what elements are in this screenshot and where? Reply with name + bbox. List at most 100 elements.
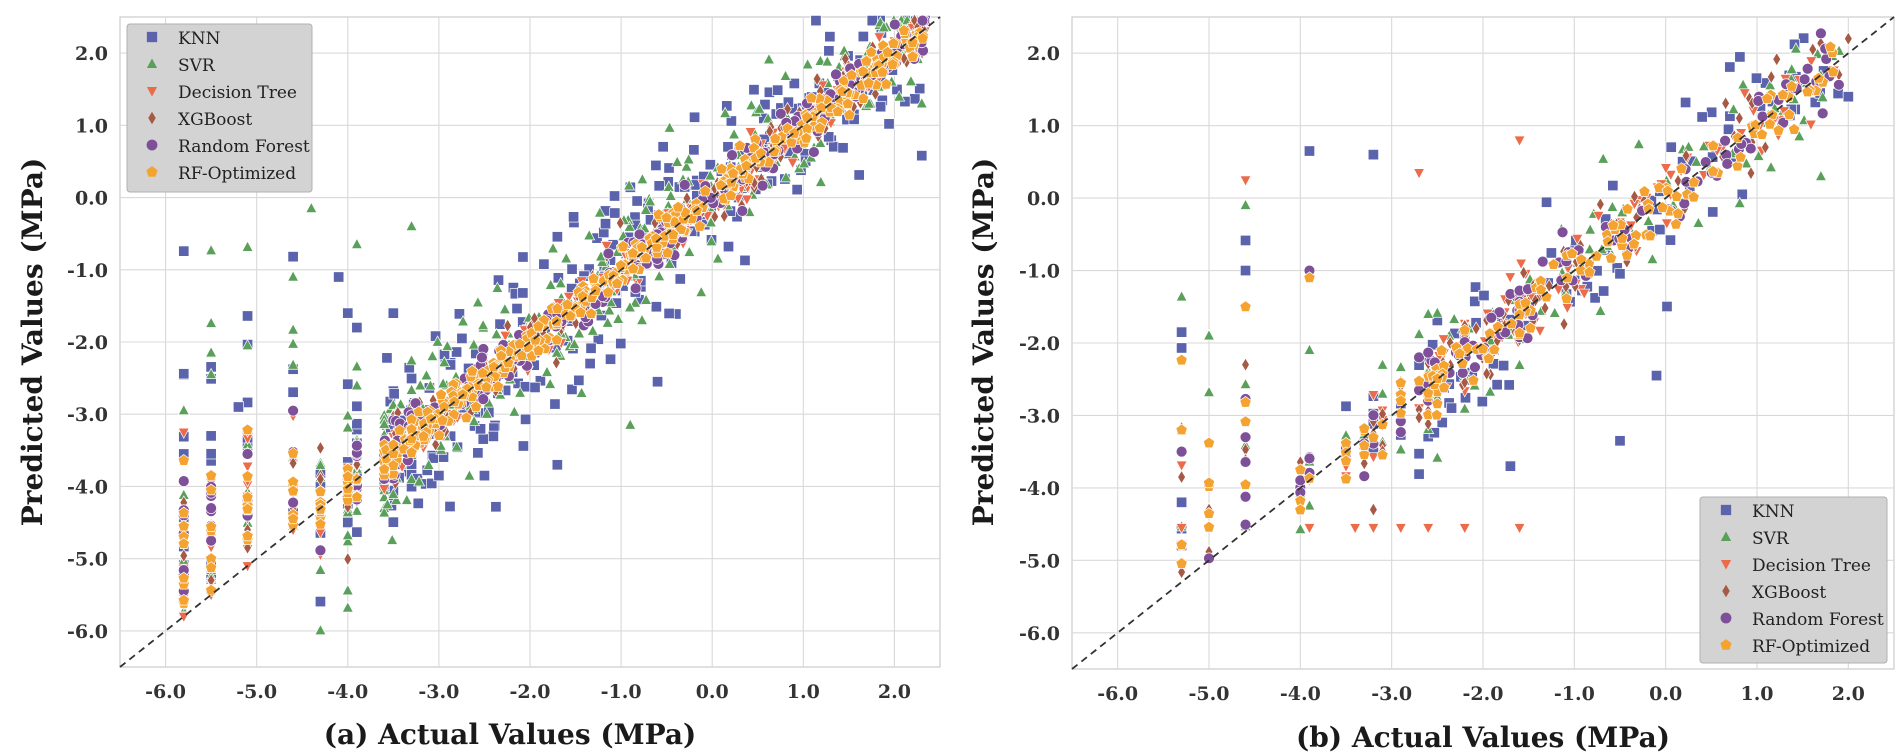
data-point [341, 534, 354, 547]
data-point [1175, 353, 1188, 366]
data-point [1339, 454, 1353, 467]
x-tick-label: 1.0 [1740, 683, 1773, 705]
data-point [1423, 416, 1433, 432]
data-point [287, 358, 300, 370]
data-point [388, 388, 400, 400]
data-point [438, 355, 451, 368]
data-point [503, 318, 512, 333]
data-point [585, 307, 598, 319]
data-point [550, 333, 563, 346]
data-point [1202, 520, 1216, 533]
data-point [1659, 163, 1672, 175]
data-point [672, 200, 685, 213]
data-point [1422, 523, 1435, 535]
panel-b-grid [1072, 17, 1894, 669]
data-point [813, 121, 826, 134]
data-point [699, 184, 712, 197]
data-point [1175, 423, 1188, 436]
data-point [412, 497, 424, 509]
x-tick-label: 2.0 [1832, 683, 1865, 705]
data-point [405, 472, 418, 484]
data-point [342, 378, 354, 390]
data-point [1202, 436, 1216, 449]
data-point [845, 68, 858, 81]
data-point [314, 563, 327, 575]
data-point [1498, 360, 1510, 372]
data-point [915, 96, 928, 109]
data-point [1755, 128, 1769, 140]
data-point [1460, 375, 1470, 390]
data-point [460, 411, 473, 423]
data-point [1176, 326, 1188, 338]
data-point [1783, 108, 1796, 120]
data-point [1801, 85, 1814, 98]
data-point [800, 131, 813, 144]
data-point [405, 383, 418, 395]
panel-a-legend-label: SVR [178, 56, 216, 76]
data-point [756, 179, 769, 192]
data-point [1789, 42, 1802, 54]
data-point [1175, 538, 1188, 550]
data-point [724, 189, 737, 201]
data-point [1513, 358, 1526, 370]
data-point [205, 483, 218, 496]
data-point [1614, 268, 1626, 280]
data-point [350, 379, 363, 391]
data-point [1524, 321, 1537, 334]
data-point [609, 207, 621, 219]
data-point [661, 246, 674, 259]
data-point [1340, 400, 1352, 412]
data-point [719, 106, 732, 118]
data-point [387, 487, 400, 499]
data-point [689, 111, 701, 123]
data-point [1175, 445, 1188, 458]
data-point [314, 517, 327, 530]
data-point [487, 430, 499, 442]
data-point [1690, 155, 1703, 167]
data-point [1606, 200, 1619, 212]
data-point [287, 251, 299, 263]
data-point [873, 32, 886, 44]
data-point [1413, 327, 1426, 339]
data-point [1339, 472, 1353, 485]
data-point [682, 191, 692, 206]
data-point [785, 135, 798, 148]
data-point [205, 561, 218, 573]
x-tick-label: 0.0 [1649, 683, 1682, 705]
data-point [660, 211, 673, 223]
data-point [1687, 190, 1700, 203]
data-point [1627, 237, 1641, 250]
data-point [1358, 422, 1371, 434]
data-point [1556, 226, 1569, 239]
data-point [1814, 169, 1827, 181]
data-point [843, 108, 856, 121]
data-point [566, 383, 578, 395]
data-point [241, 448, 254, 460]
data-point [1239, 395, 1252, 408]
data-point [639, 203, 652, 215]
data-point [897, 24, 911, 36]
data-point [1598, 285, 1610, 297]
data-point [498, 302, 511, 315]
data-point [604, 353, 617, 365]
data-point [1816, 90, 1829, 103]
data-point [1294, 463, 1307, 475]
data-point [788, 77, 800, 90]
data-point [1559, 316, 1569, 332]
data-point [1548, 306, 1561, 318]
x-tick-label: -2.0 [510, 681, 551, 703]
data-point [1461, 341, 1475, 354]
data-point [1239, 265, 1252, 277]
data-point [1650, 370, 1663, 382]
data-point [821, 55, 834, 67]
data-point [592, 333, 604, 345]
data-point [314, 623, 327, 636]
data-point [1471, 321, 1481, 336]
y-tick-label: -3.0 [67, 404, 108, 426]
data-point [568, 337, 581, 349]
data-point [1746, 166, 1756, 181]
data-point [810, 15, 822, 27]
data-point [1519, 265, 1528, 280]
data-point [1175, 460, 1188, 472]
data-point [393, 423, 406, 436]
